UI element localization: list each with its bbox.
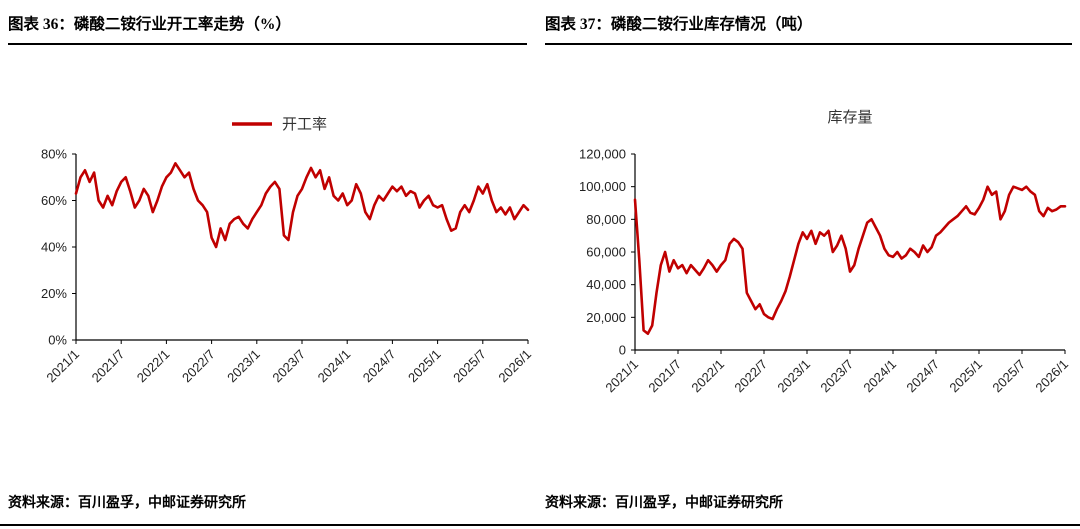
chart-title: 库存量: [827, 109, 872, 126]
y-tick-label: 60%: [41, 193, 67, 208]
x-tick-label: 2023/1: [224, 347, 263, 386]
y-tick-label: 0: [619, 343, 626, 358]
x-tick-label: 2021/1: [602, 357, 641, 396]
figure-37-source: 资料来源：百川盈孚，中邮证券研究所: [545, 496, 783, 511]
series-line: [633, 185, 1067, 335]
x-tick-label: 2024/1: [315, 347, 354, 386]
x-tick-label: 2024/7: [360, 347, 399, 386]
y-tick-label: 40%: [41, 240, 67, 255]
y-tick-label: 120,000: [579, 147, 626, 162]
x-tick-label: 2023/7: [817, 357, 856, 396]
y-tick-label: 40,000: [586, 277, 626, 292]
figure-36-source: 资料来源：百川盈孚，中邮证券研究所: [8, 496, 246, 511]
y-tick-label: 80,000: [586, 212, 626, 227]
x-tick-label: 2024/1: [860, 357, 899, 396]
series-line: [74, 162, 530, 249]
x-tick-label: 2022/7: [731, 357, 770, 396]
x-tick-label: 2025/1: [405, 347, 444, 386]
y-tick-label: 60,000: [586, 245, 626, 260]
x-tick-label: 2021/1: [43, 347, 82, 386]
figure-36-panel: 图表 36：磷酸二铵行业开工率走势（%）: [8, 12, 527, 45]
x-tick-label: 2023/7: [269, 347, 308, 386]
x-tick-label: 2022/1: [134, 347, 173, 386]
x-tick-label: 2024/7: [903, 357, 942, 396]
figure-37-title: 图表 37：磷酸二铵行业库存情况（吨）: [545, 12, 1072, 45]
inventory-chart: 库存量 0 20,000 40,000 60,000 80,000 100,000 120,0…: [579, 109, 1071, 396]
x-tick-label: 2021/7: [645, 357, 684, 396]
legend-label: 开工率: [282, 116, 327, 133]
y-tick-label: 0%: [48, 333, 67, 348]
figure-36-title: 图表 36：磷酸二铵行业开工率走势（%）: [8, 12, 527, 45]
x-tick-label: 2021/7: [89, 347, 128, 386]
y-tick-label: 80%: [41, 147, 67, 162]
x-tick-label: 2022/1: [688, 357, 727, 396]
x-tick-label: 2025/7: [989, 357, 1028, 396]
x-tick-label: 2025/7: [450, 347, 489, 386]
figure-37-panel: 图表 37：磷酸二铵行业库存情况（吨）: [545, 12, 1072, 45]
bottom-divider: [0, 524, 1080, 526]
operating-rate-chart: 开工率 0% 20% 40% 60% 80% 2021/1 2021/7 2022/1 2022/…: [41, 116, 534, 386]
x-tick-label: 2023/1: [774, 357, 813, 396]
y-tick-label: 20%: [41, 286, 67, 301]
y-tick-label: 100,000: [579, 179, 626, 194]
x-tick-label: 2026/1: [1032, 357, 1071, 396]
x-tick-label: 2026/1: [495, 347, 534, 386]
y-tick-label: 20,000: [586, 310, 626, 325]
x-tick-label: 2025/1: [946, 357, 985, 396]
x-tick-label: 2022/7: [179, 347, 218, 386]
